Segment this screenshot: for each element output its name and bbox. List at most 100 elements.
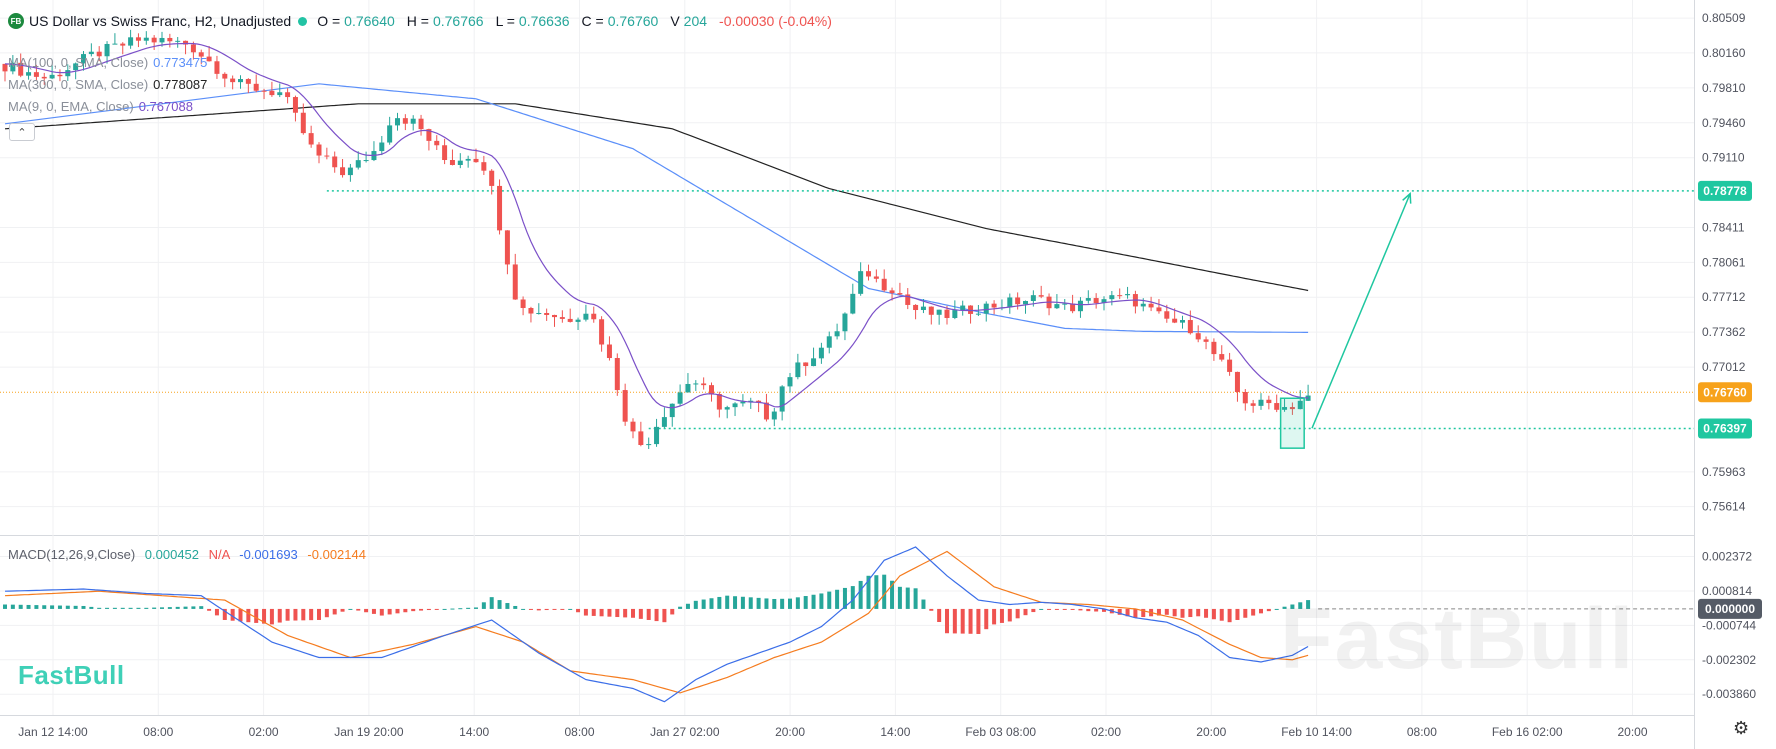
candle-body [512, 264, 518, 300]
macd-histogram-bar [1266, 608, 1271, 612]
indicator-ema9-label: MA(9, 0, EMA, Close) [8, 99, 134, 114]
candle-body [18, 62, 24, 76]
macd-histogram-bar [371, 608, 376, 614]
macd-histogram-bar [1219, 608, 1224, 621]
macd-tick-label: -0.002302 [1702, 653, 1756, 667]
price-tick-label: 0.77712 [1702, 290, 1746, 304]
candle-body [442, 145, 448, 161]
candle-body [795, 362, 801, 378]
macd-histogram-bar [42, 605, 47, 609]
candle-body [434, 140, 440, 146]
candle-body [175, 40, 181, 42]
indicator-sma300[interactable]: MA(300, 0, SMA, Close) 0.778087 [8, 77, 207, 92]
candle-body [300, 112, 306, 134]
macd-histogram-bar [764, 598, 769, 609]
chevron-up-icon: ⌃ [17, 126, 27, 139]
candle-body [1250, 403, 1256, 406]
macd-histogram-bar [489, 597, 494, 609]
macd-histogram-bar [214, 608, 219, 616]
macd-histogram-bar [199, 606, 204, 609]
macd-histogram-bar [1259, 608, 1263, 614]
macd-histogram-bar [568, 608, 573, 610]
macd-header[interactable]: MACD(12,26,9,Close) 0.000452 N/A -0.0016… [8, 547, 366, 562]
candle-body [779, 386, 785, 412]
candle-body [151, 37, 157, 43]
high-value: 0.76766 [432, 13, 484, 29]
time-tick-label: 20:00 [1196, 725, 1226, 739]
macd-histogram-bar [340, 608, 345, 612]
candle-body [1305, 395, 1311, 401]
gear-icon[interactable]: ⚙ [1733, 718, 1750, 738]
macd-histogram-bar [921, 599, 926, 609]
collapse-indicators-button[interactable]: ⌃ [9, 123, 35, 141]
macd-tick-label: -0.000744 [1702, 618, 1756, 632]
candle-body [701, 383, 707, 386]
candle-body [198, 52, 204, 57]
price-tick-label: 0.79810 [1702, 81, 1746, 95]
macd-histogram-bar [57, 605, 62, 609]
macd-histogram-bar [348, 608, 353, 610]
macd-histogram-bar [1172, 608, 1177, 617]
macd-histogram-bar [670, 608, 675, 615]
time-tick-label: 08:00 [143, 725, 173, 739]
candle-body [206, 56, 212, 62]
macd-histogram-bar [324, 608, 329, 618]
macd-histogram-bar [356, 608, 361, 611]
candle-body [88, 51, 94, 55]
close-label: C = [581, 13, 604, 29]
candle-body [1007, 297, 1013, 308]
time-tick-label: 20:00 [1617, 725, 1647, 739]
macd-histogram-bar [497, 600, 502, 609]
candle-body [599, 319, 605, 345]
candle-body [646, 444, 652, 446]
close-value: 0.76760 [607, 13, 659, 29]
macd-histogram-bar [387, 608, 392, 615]
time-tick-label: Feb 10 14:00 [1281, 725, 1352, 739]
candle-body [866, 271, 871, 277]
macd-histogram-bar [937, 608, 942, 623]
candle-body [614, 358, 620, 391]
macd-histogram-bar [230, 608, 235, 621]
macd-histogram-bar [599, 608, 604, 617]
macd-histogram-bar [788, 598, 792, 609]
macd-histogram-bar [81, 605, 86, 609]
macd-histogram-bar [952, 608, 957, 634]
macd-histogram-bar [144, 607, 149, 609]
macd-histogram-bar [1023, 608, 1028, 616]
macd-histogram-bar [1141, 608, 1146, 618]
candle-body [975, 313, 981, 315]
candle-body [41, 76, 47, 79]
candle-body [763, 402, 769, 420]
candle-body [552, 314, 557, 318]
macd-histogram-bar [317, 608, 321, 620]
indicator-ema9-value: 0.767088 [138, 99, 193, 114]
macd-histogram-bar [701, 599, 706, 609]
macd-histogram-bar [364, 608, 369, 613]
macd-histogram-bar [301, 608, 306, 621]
candle-body [49, 74, 55, 79]
time-tick-label: 14:00 [880, 725, 910, 739]
candle-body [622, 390, 628, 422]
candle-body [952, 310, 958, 318]
candle-body [606, 344, 612, 359]
indicator-ema9[interactable]: MA(9, 0, EMA, Close) 0.767088 [8, 99, 193, 114]
macd-histogram-bar [309, 608, 314, 621]
candle-body [1070, 303, 1076, 312]
volume-value: 204 [683, 13, 708, 29]
candle-body [214, 61, 220, 74]
candle-body [65, 70, 71, 77]
macd-histogram-bar [246, 608, 251, 623]
indicator-sma100[interactable]: MA(100, 0, SMA, Close) 0.773475 [8, 55, 207, 70]
macd-histogram-bar [403, 608, 408, 613]
candle-body [1085, 298, 1091, 301]
macd-histogram-bar [450, 608, 455, 610]
candle-body [26, 72, 32, 76]
price-tick-label: 0.80509 [1702, 11, 1746, 25]
candle-body [261, 90, 267, 92]
candle-body [504, 230, 510, 265]
candle-body [677, 392, 683, 404]
candle-body [1242, 391, 1248, 404]
macd-histogram-bar [10, 604, 15, 609]
macd-histogram-bar [717, 596, 722, 609]
